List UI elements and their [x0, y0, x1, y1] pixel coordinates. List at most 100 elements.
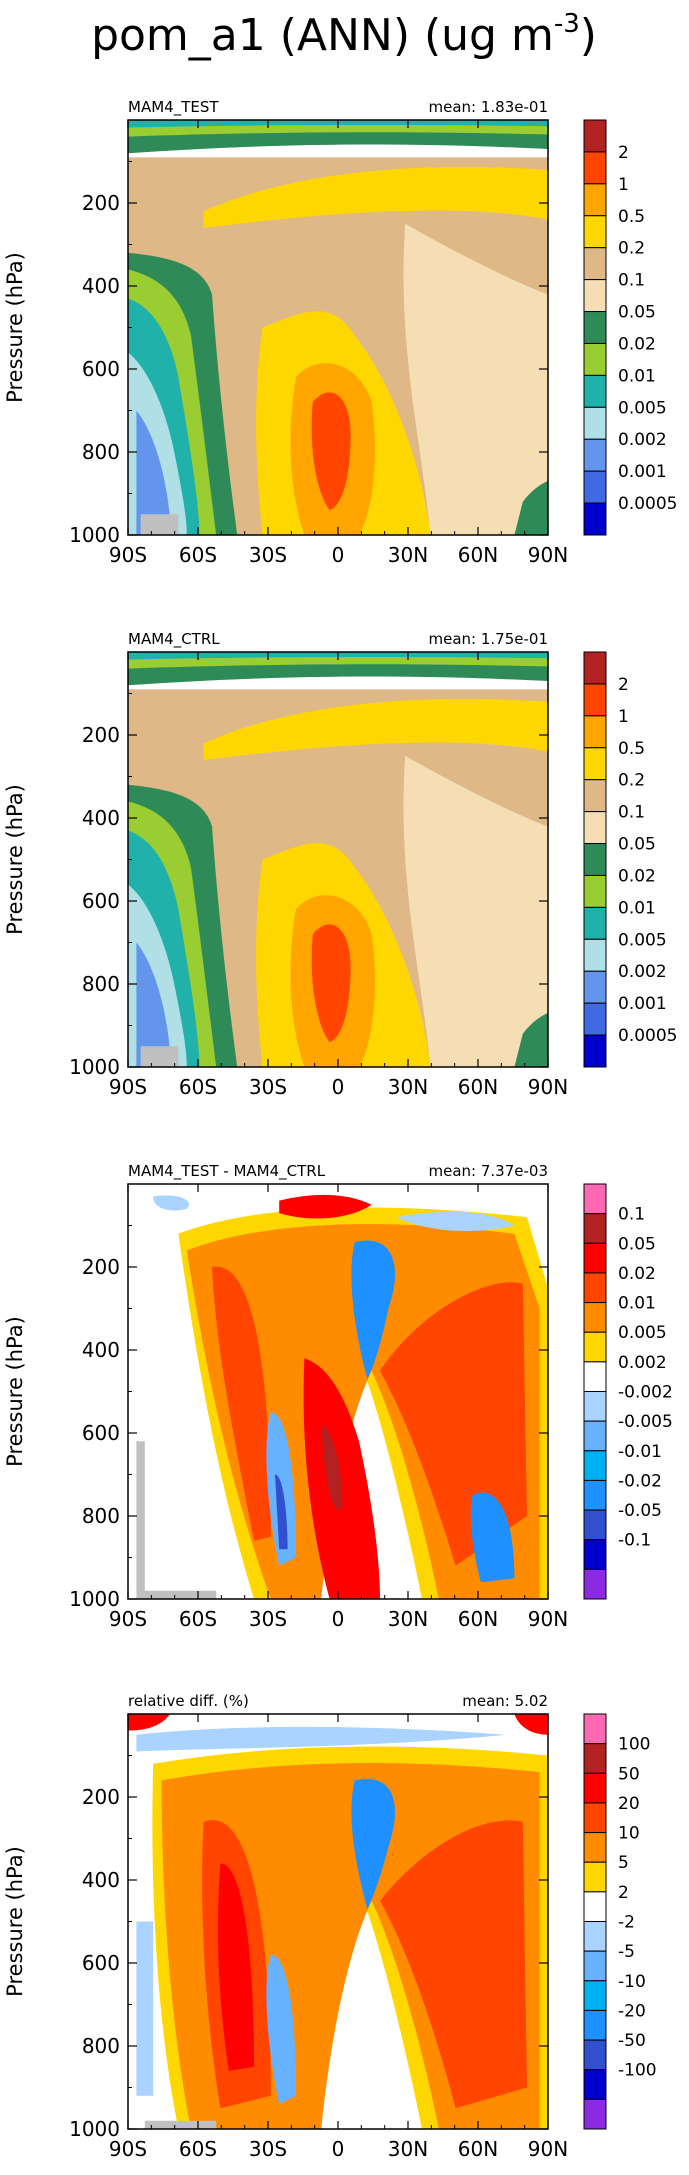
contour-fill: [128, 120, 548, 536]
x-tick-label: 90N: [528, 1075, 568, 1099]
y-tick-label: 600: [82, 889, 120, 913]
colorbar-label: 0.05: [618, 835, 656, 855]
colorbar-swatch: [583, 970, 607, 1004]
colorbar-swatch: [583, 1832, 607, 1863]
colorbar-label: 0.002: [618, 430, 667, 450]
colorbar-label: 100: [618, 1735, 650, 1755]
colorbar-label: 0.001: [618, 994, 667, 1014]
panel-1: MAM4_TEST mean: 1.83e-01 90S 60S 30S 0 30N 60N 9…: [3, 98, 677, 567]
y-tick-label: 400: [82, 1338, 120, 1362]
colorbar-swatch: [583, 843, 607, 876]
contour-fill: [128, 652, 548, 1067]
y-tick-label: 200: [82, 1785, 120, 1809]
colorbar-swatch: [583, 1420, 607, 1452]
contour-region: [311, 924, 351, 1043]
panel-mean: mean: 1.83e-01: [429, 98, 549, 116]
colorbar-label: 5: [618, 1853, 629, 1873]
contour-region: [396, 1211, 515, 1231]
contour-fill: [128, 1714, 548, 2129]
colorbar-swatch: [583, 470, 607, 504]
figure-title: pom_a1 (ANN) (ug m-3): [91, 9, 597, 61]
contour-region: [514, 1714, 548, 1735]
contour-region: [470, 1492, 515, 1583]
y-tick-label: 600: [82, 357, 120, 381]
x-tick-label: 0: [332, 543, 345, 567]
colorbar-swatch: [583, 747, 607, 781]
y-tick-label: 1000: [69, 1055, 120, 1079]
contour-region: [136, 942, 170, 1067]
colorbar-label: 0.02: [618, 866, 656, 886]
colorbar-swatch: [583, 151, 607, 185]
panel-mean: mean: 1.75e-01: [429, 630, 549, 648]
contour-region: [303, 1358, 380, 1599]
y-tick-label: 800: [82, 2034, 120, 2058]
x-tick-label: 60S: [179, 1075, 217, 1099]
contour-region: [279, 1194, 372, 1219]
colorbar-swatch: [583, 1539, 607, 1570]
contour-region: [153, 1195, 189, 1211]
contour-region: [403, 223, 548, 535]
y-tick-label: 200: [82, 723, 120, 747]
y-tick-label: 800: [82, 1504, 120, 1528]
x-tick-label: 30N: [388, 1075, 428, 1099]
contour-region: [321, 1424, 343, 1510]
colorbar-label: 0.002: [618, 962, 667, 982]
x-tick-label: 90N: [528, 2137, 568, 2161]
colorbar-swatch: [583, 1391, 607, 1422]
colorbar-label: 1: [618, 175, 629, 195]
colorbar-swatch: [583, 406, 607, 440]
colorbar-label: 0.01: [618, 1294, 656, 1314]
y-tick-label: 1000: [69, 2117, 120, 2141]
panel-title: MAM4_TEST - MAM4_CTRL: [128, 1162, 326, 1181]
colorbar-label: -10: [618, 1972, 646, 1992]
colorbar-swatch: [583, 1479, 607, 1511]
y-tick-label: 200: [82, 1255, 120, 1279]
colorbar-label: 10: [618, 1824, 640, 1844]
panel-mean: mean: 7.37e-03: [429, 1162, 549, 1180]
contour-region: [514, 1013, 548, 1067]
contour-region: [212, 1266, 271, 1541]
colorbar-swatch: [583, 1772, 607, 1804]
colorbar-label: -0.02: [618, 1471, 662, 1491]
y-tick-label: 800: [82, 972, 120, 996]
colorbar-swatch: [583, 651, 607, 685]
contour-region: [351, 1778, 395, 1910]
colorbar-swatch: [583, 502, 607, 536]
colorbar-swatch: [583, 438, 607, 472]
x-tick-label: 30N: [388, 2137, 428, 2161]
colorbar-label: -0.002: [618, 1383, 673, 1403]
y-axis-label: Pressure (hPa): [3, 784, 27, 935]
colorbar-swatch: [583, 1713, 607, 1745]
colorbar-swatch: [583, 1921, 607, 1952]
colorbar-label: 2: [618, 1883, 629, 1903]
x-tick-label: 90S: [109, 1075, 147, 1099]
colorbar-label: -0.005: [618, 1412, 673, 1432]
x-tick-label: 30N: [388, 1607, 428, 1631]
colorbar-label: 0.05: [618, 1234, 656, 1254]
x-tick-label: 60N: [458, 1607, 498, 1631]
contour-region: [514, 481, 548, 535]
contour-region: [380, 1820, 527, 2109]
y-tick-label: 1000: [69, 523, 120, 547]
colorbar-label: 0.005: [618, 398, 667, 418]
colorbar-swatch: [583, 1891, 607, 1923]
colorbar-label: 50: [618, 1764, 640, 1784]
x-tick-label: 30S: [249, 2137, 287, 2161]
y-axis-label: Pressure (hPa): [3, 252, 27, 403]
colorbar-swatch: [583, 938, 607, 972]
colorbar-label: 0.0005: [618, 494, 677, 514]
contour-region: [266, 1954, 296, 2105]
colorbar-label: 0.1: [618, 1205, 645, 1225]
colorbar-swatch: [583, 1743, 607, 1774]
colorbar-label: 0.02: [618, 1264, 656, 1284]
colorbar-swatch: [583, 1302, 607, 1333]
contour-region: [217, 1863, 254, 2071]
colorbar-label: 20: [618, 1794, 640, 1814]
contour-region: [403, 755, 548, 1067]
y-tick-label: 200: [82, 191, 120, 215]
colorbar-swatch: [583, 2009, 607, 2041]
colorbar-swatch: [583, 1450, 607, 1481]
x-tick-label: 90N: [528, 1607, 568, 1631]
colorbar-label: 1: [618, 707, 629, 727]
y-tick-label: 400: [82, 806, 120, 830]
